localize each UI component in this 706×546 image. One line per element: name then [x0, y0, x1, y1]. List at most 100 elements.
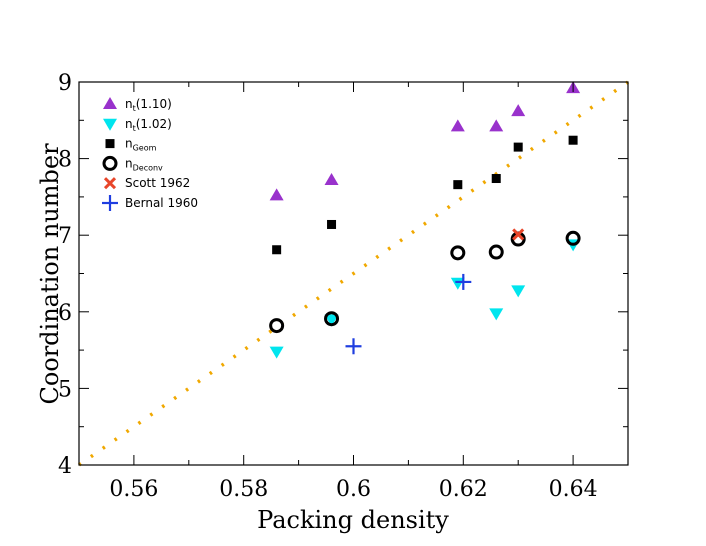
- legend-label-rest-0: (1.10): [136, 97, 172, 111]
- series-2-point-3: [491, 174, 501, 184]
- series-2: [272, 135, 578, 255]
- y-tick-label-3: 7: [58, 224, 72, 249]
- series-2-point-4-shape: [513, 142, 523, 152]
- series-2-point-3-shape: [491, 174, 501, 184]
- series-3-point-3-shape: [488, 244, 504, 260]
- y-axis-title: Coordination number: [36, 143, 64, 405]
- series-2-point-1: [327, 219, 337, 229]
- series-2-point-2: [453, 180, 463, 190]
- series-0-point-2: [450, 119, 465, 132]
- series-1-point-4-shape: [511, 285, 526, 298]
- y-tick-label-4: 8: [58, 148, 72, 173]
- legend-label-4: Scott 1962: [125, 176, 190, 190]
- series-2-point-0: [272, 245, 282, 255]
- series-1-point-3: [489, 308, 504, 321]
- x-tick-label-0: 0.56: [109, 477, 158, 502]
- legend-label-rest-1: (1.02): [136, 117, 172, 131]
- x-axis-title: Packing density: [257, 506, 449, 534]
- series-0-point-4-shape: [511, 104, 526, 117]
- x-tick-label-1: 0.58: [219, 477, 268, 502]
- legend-marker-2: [105, 139, 115, 149]
- legend-marker-4: [103, 177, 117, 190]
- series-1-point-0: [269, 346, 284, 359]
- series-3-point-5: [565, 230, 581, 246]
- legend-item-3: nDeconv: [102, 155, 163, 172]
- series-3-point-2-shape: [450, 245, 466, 261]
- legend-label-main-2: n: [125, 137, 133, 151]
- y-tick-label-5: 9: [58, 71, 72, 96]
- series-2-point-0-shape: [272, 245, 282, 255]
- series-1-point-4: [511, 285, 526, 298]
- series-3-point-0: [269, 318, 285, 334]
- legend-marker-0-shape: [103, 97, 117, 109]
- y-tick-label-0: 4: [58, 454, 72, 479]
- series-4-point-0-stroke-b: [512, 228, 525, 241]
- series-2-point-4: [513, 142, 523, 152]
- legend-marker-1: [103, 118, 117, 131]
- y-tick-label-1: 5: [58, 377, 72, 402]
- x-tick-label-3: 0.62: [439, 477, 488, 502]
- series-1-point-1-shape: [324, 314, 339, 327]
- legend-item-4: Scott 1962: [103, 176, 190, 190]
- series-1-point-0-shape: [269, 346, 284, 359]
- series-0-point-1: [324, 173, 339, 186]
- series-5: [345, 273, 472, 355]
- series-1-point-1: [324, 314, 339, 327]
- legend-marker-4-stroke-b: [103, 177, 117, 190]
- legend-marker-5: [102, 195, 118, 211]
- series-3-point-3: [488, 244, 504, 260]
- legend-marker-3-shape: [102, 155, 118, 171]
- series-5-point-0: [345, 338, 362, 355]
- reference-line-layer: [77, 80, 630, 467]
- series-2-point-2-shape: [453, 180, 463, 190]
- series-3-point-2: [450, 245, 466, 261]
- legend-label-sub-1: t: [133, 124, 136, 133]
- series-4-point-0: [512, 228, 525, 241]
- legend-label-2: nGeom: [125, 137, 157, 153]
- reference-line: [77, 80, 630, 467]
- legend-label-main-3: n: [125, 156, 133, 170]
- series-5-point-1: [455, 273, 472, 290]
- series-1-point-2-shape: [450, 277, 465, 290]
- series-3-point-0-shape: [269, 318, 285, 334]
- series-0-point-0: [269, 188, 284, 201]
- legend-label-sub-3: Deconv: [133, 163, 163, 172]
- legend-label-main-4: Scott 1962: [125, 176, 190, 190]
- series-2-point-1-shape: [327, 219, 337, 229]
- legend-label-main-0: n: [125, 97, 133, 111]
- series-0-point-3: [489, 119, 504, 132]
- series-0-point-0-shape: [269, 188, 284, 201]
- series-0-point-2-shape: [450, 119, 465, 132]
- data-points-layer: [269, 81, 581, 359]
- series-3-point-1-shape: [324, 311, 340, 327]
- series-1-point-3-shape: [489, 308, 504, 321]
- legend-marker-0: [103, 97, 117, 109]
- legend-marker-1-shape: [103, 118, 117, 131]
- legend-label-main-1: n: [125, 117, 133, 131]
- legend-label-1: nt(1.02): [125, 117, 172, 133]
- series-0-point-4: [511, 104, 526, 117]
- legend-label-5: Bernal 1960: [125, 196, 198, 210]
- y-tick-label-2: 6: [58, 301, 72, 326]
- legend-label-sub-2: Geom: [133, 144, 157, 153]
- series-2-point-5-shape: [568, 135, 578, 145]
- legend-marker-3: [102, 155, 118, 171]
- legend-label-3: nDeconv: [125, 156, 163, 172]
- legend-label-main-5: Bernal 1960: [125, 196, 198, 210]
- y-tick-labels: 4 5 6 7 8 9: [58, 71, 72, 479]
- series-3: [269, 230, 581, 334]
- series-1-point-2: [450, 277, 465, 290]
- legend-item-1: nt(1.02): [103, 117, 172, 133]
- series-2-point-5: [568, 135, 578, 145]
- x-tick-labels: 0.56 0.58 0.6 0.62 0.64: [109, 477, 597, 502]
- legend-item-5: Bernal 1960: [102, 195, 198, 211]
- series-0-point-1-shape: [324, 173, 339, 186]
- series-3-point-1: [324, 311, 340, 327]
- legend-label-sub-0: t: [133, 104, 136, 113]
- legend-label-0: nt(1.10): [125, 97, 172, 113]
- x-tick-label-4: 0.64: [549, 477, 598, 502]
- legend-marker-2-shape: [105, 139, 115, 149]
- legend-item-0: nt(1.10): [103, 97, 172, 113]
